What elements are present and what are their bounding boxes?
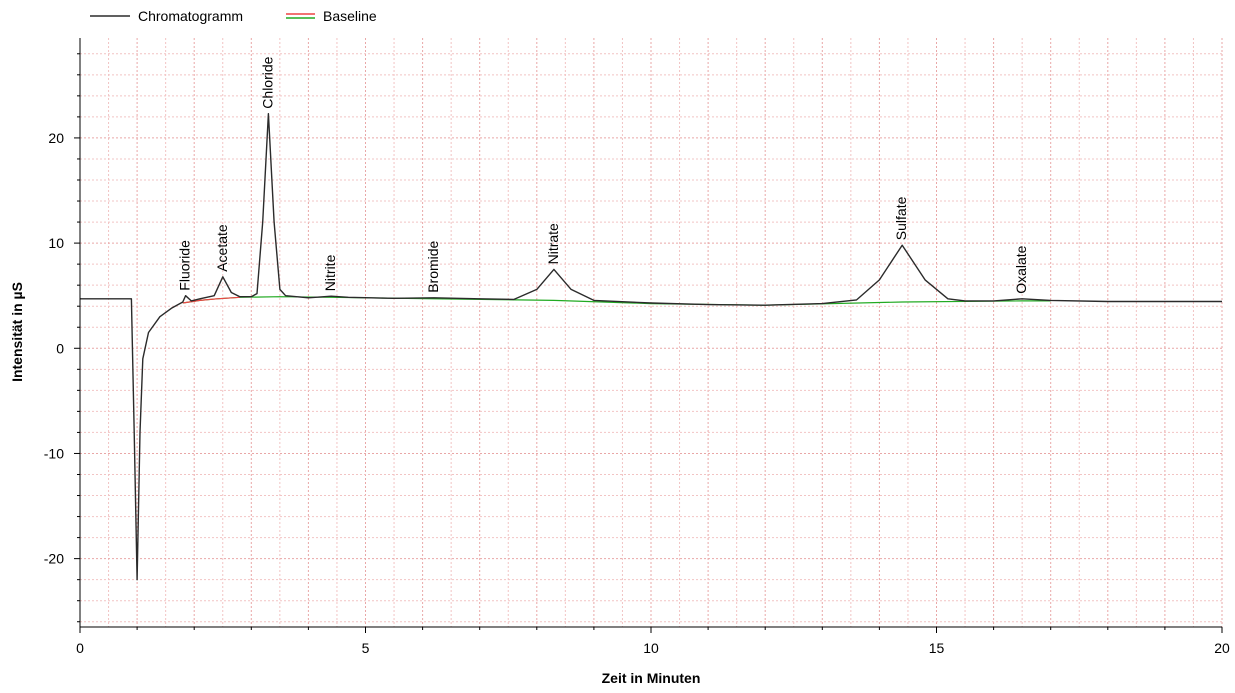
peak-label: Nitrite <box>322 254 338 291</box>
peak-label: Oxalate <box>1013 245 1029 293</box>
x-tick-label: 0 <box>76 640 84 656</box>
x-axis-label: Zeit in Minuten <box>602 670 701 686</box>
y-tick-label: 20 <box>48 130 64 146</box>
y-tick-label: 10 <box>48 235 64 251</box>
chromatogram-line <box>80 113 1222 581</box>
x-tick-label: 5 <box>362 640 370 656</box>
x-tick-label: 10 <box>643 640 659 656</box>
baseline-line-red <box>182 296 240 304</box>
legend-label-baseline: Baseline <box>323 8 377 24</box>
x-tick-label: 20 <box>1214 640 1230 656</box>
y-tick-label: -20 <box>44 551 64 567</box>
y-tick-label: -10 <box>44 445 64 461</box>
peak-label: Acetate <box>214 224 230 272</box>
peak-label: Bromide <box>425 240 441 292</box>
peak-label: Fluoride <box>177 240 193 291</box>
legend: Chromatogramm Baseline <box>90 8 377 24</box>
y-axis-label: Intensität in µS <box>9 282 25 382</box>
grid <box>79 38 1223 627</box>
x-tick-label: 15 <box>929 640 945 656</box>
y-tick-label: 0 <box>56 340 64 356</box>
plot-area <box>80 113 1222 581</box>
peak-labels: Fluoride Acetate Chloride Nitrite Bromide Nit… <box>177 56 1030 293</box>
peak-label: Nitrate <box>545 223 561 264</box>
peak-label: Sulfate <box>893 196 909 240</box>
axes: 0 5 10 15 20 -20 -10 0 10 20 <box>44 38 1230 656</box>
peak-label: Chloride <box>259 56 275 108</box>
legend-label-chromatogram: Chromatogramm <box>138 8 243 24</box>
